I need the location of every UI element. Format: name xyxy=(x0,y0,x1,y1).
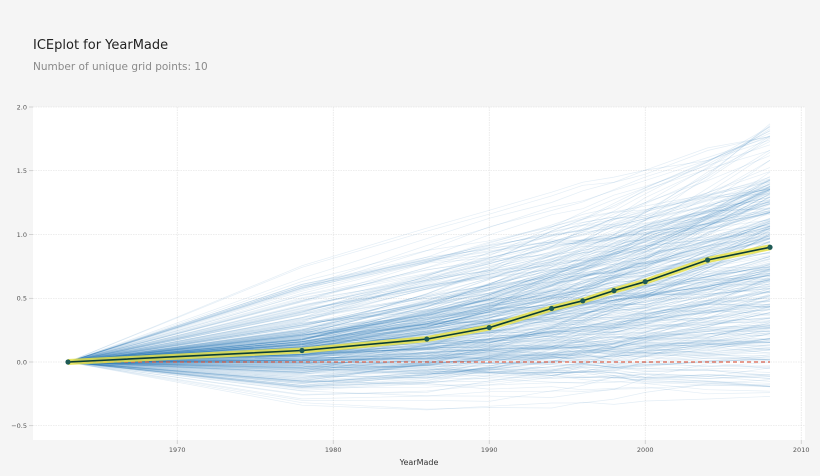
y-tick-label: 0.5 xyxy=(17,295,27,303)
x-axis-label: YearMade xyxy=(399,458,439,467)
average-pdp-line xyxy=(65,244,773,365)
y-tick-label: −0.5 xyxy=(11,422,27,430)
pdp-point xyxy=(424,336,430,342)
y-tick-label: 1.0 xyxy=(17,231,27,239)
y-tick-label: 1.5 xyxy=(17,167,27,175)
pdp-point xyxy=(611,288,617,294)
gridlines xyxy=(33,106,805,440)
chart-subtitle: Number of unique grid points: 10 xyxy=(33,61,208,73)
x-tick-label: 1980 xyxy=(325,446,342,454)
x-tick-label: 1970 xyxy=(169,446,186,454)
y-axis-ticks: 2.0 1.5 1.0 0.5 0.0 −0.5 xyxy=(11,103,33,430)
y-tick-label: 2.0 xyxy=(17,103,27,111)
pdp-point xyxy=(767,244,773,250)
pdp-point xyxy=(65,359,71,365)
pdp-point xyxy=(642,279,648,285)
pdp-point xyxy=(549,305,555,312)
pdp-point xyxy=(486,324,492,331)
ice-lines xyxy=(67,123,771,411)
x-axis-ticks: 1970 1980 1990 2000 2010 xyxy=(169,440,810,454)
pdp-point xyxy=(705,257,711,263)
y-tick-label: 0.0 xyxy=(17,358,27,366)
x-tick-label: 2000 xyxy=(637,446,654,454)
pdp-point xyxy=(299,347,305,354)
x-tick-label: 1990 xyxy=(481,446,498,454)
x-tick-label: 2010 xyxy=(793,446,810,454)
chart-title: ICEplot for YearMade xyxy=(33,38,169,53)
pdp-point xyxy=(580,298,586,304)
